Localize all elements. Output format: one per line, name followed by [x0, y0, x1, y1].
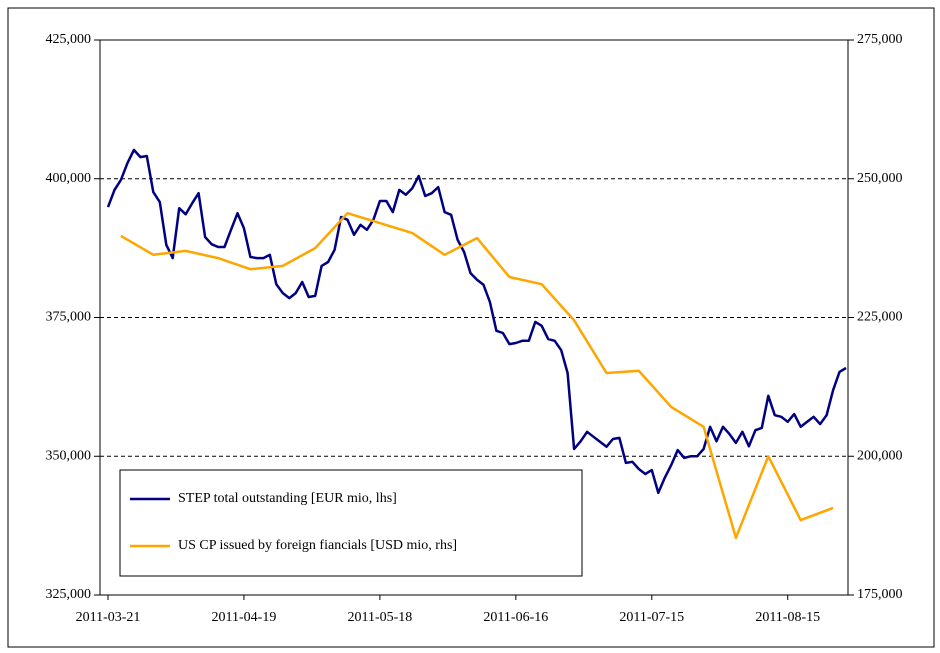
- x-tick-label: 2011-03-21: [76, 610, 141, 625]
- y2-tick-label: 200,000: [857, 448, 903, 463]
- legend-box: [119, 469, 583, 577]
- x-tick-label: 2011-05-18: [347, 610, 412, 625]
- y-tick-label: 375,000: [46, 310, 92, 325]
- series-line: [120, 211, 834, 540]
- y2-tick-label: 250,000: [857, 171, 903, 186]
- series-line: [106, 148, 847, 495]
- x-tick-label: 2011-04-19: [212, 610, 277, 625]
- x-tick-label: 2011-06-16: [483, 610, 548, 625]
- legend-label: STEP total outstanding [EUR mio, lhs]: [178, 491, 397, 506]
- x-tick-label: 2011-07-15: [619, 610, 684, 625]
- y2-tick-label: 275,000: [857, 32, 903, 47]
- y-tick-label: 325,000: [46, 587, 92, 602]
- x-tick-label: 2011-08-15: [755, 610, 820, 625]
- y2-tick-label: 225,000: [857, 310, 903, 325]
- y-tick-label: 350,000: [46, 448, 92, 463]
- y-tick-label: 400,000: [46, 171, 92, 186]
- y-tick-label: 425,000: [46, 32, 92, 47]
- y2-tick-label: 175,000: [857, 587, 903, 602]
- legend-label: US CP issued by foreign fiancials [USD m…: [178, 538, 457, 553]
